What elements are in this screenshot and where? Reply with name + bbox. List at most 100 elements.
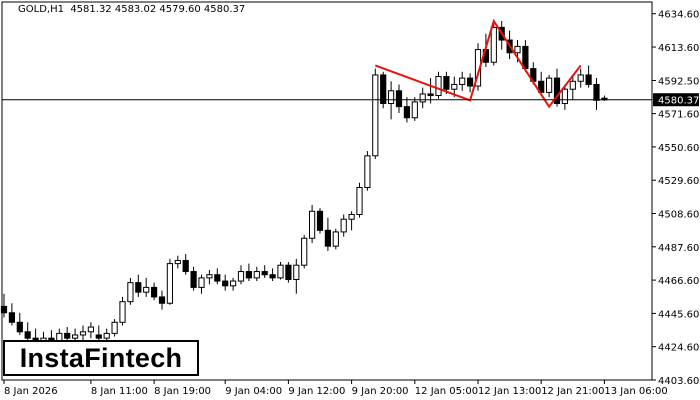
candle	[285, 262, 292, 283]
candle-body	[332, 231, 339, 247]
candle-body	[253, 271, 260, 279]
candle-body	[546, 77, 553, 93]
candle-body	[206, 274, 213, 279]
candle-body	[324, 229, 331, 247]
candle	[119, 296, 126, 326]
candle	[24, 322, 31, 342]
candle-body	[459, 77, 466, 85]
logo-text: InstaFintech	[19, 342, 183, 373]
candle	[380, 71, 387, 109]
candle-body	[372, 74, 379, 157]
candle-body	[64, 332, 71, 339]
y-tick-label: 4403.60	[658, 376, 699, 387]
candle	[182, 254, 189, 275]
candle-body	[222, 280, 229, 287]
y-tick-label: 4613.60	[658, 43, 699, 54]
candle-body	[95, 334, 102, 339]
candle	[214, 268, 221, 285]
candle-body	[143, 286, 150, 293]
candle-body	[403, 106, 410, 119]
candle-body	[301, 237, 308, 266]
candle-body	[166, 263, 174, 304]
pattern-line	[374, 18, 582, 109]
candle	[585, 65, 592, 88]
candle-body	[269, 274, 276, 279]
candle	[356, 182, 363, 218]
candle-body	[119, 301, 126, 323]
candle-body	[522, 45, 529, 70]
candle	[16, 312, 23, 335]
candle-body	[174, 259, 181, 265]
candle	[127, 277, 134, 305]
candle	[309, 204, 316, 244]
candle	[411, 97, 418, 121]
x-tick-label: 9 Jan 12:00	[288, 386, 345, 397]
y-tick-label: 4529.60	[658, 176, 699, 187]
candle-body	[585, 74, 592, 85]
y-tick-label: 4508.60	[658, 210, 699, 221]
triple-top-pattern	[374, 18, 582, 109]
candle	[0, 293, 8, 318]
candle-body	[435, 76, 442, 97]
candle-body	[380, 74, 387, 104]
candle	[245, 263, 253, 282]
candle	[198, 274, 205, 294]
candle	[459, 71, 466, 91]
candle-body	[569, 80, 576, 90]
candle-body	[190, 271, 197, 288]
candle-body	[395, 90, 403, 108]
candle-body	[135, 282, 142, 293]
candle	[435, 71, 442, 99]
candle-body	[103, 332, 110, 339]
candle	[561, 84, 568, 110]
candle	[237, 265, 245, 285]
candle-body	[127, 282, 134, 303]
candle-body	[340, 218, 347, 233]
candle-body	[158, 296, 166, 304]
symbol-ohlc-header: GOLD,H1 4581.32 4583.02 4579.60 4580.37	[18, 4, 245, 15]
candles-layer	[0, 21, 608, 351]
y-axis: 4634.60 4613.60 4592.50 4571.60 4550.60 4529.…	[652, 10, 699, 387]
candle-body	[0, 305, 8, 314]
candle-body	[293, 264, 300, 280]
x-tick-label: 12 Jan 21:00	[541, 386, 604, 397]
y-tick-label: 4571.60	[658, 110, 699, 121]
price-tag-label: 4580.37	[658, 96, 699, 107]
candle-body	[388, 90, 395, 104]
candle-body	[198, 277, 205, 288]
candle	[395, 84, 403, 113]
candle	[269, 268, 276, 282]
y-tick-label: 4424.60	[658, 343, 699, 354]
candle-body	[538, 80, 545, 93]
x-tick-label: 12 Jan 05:00	[415, 386, 478, 397]
candle-body	[237, 271, 245, 282]
candle-body	[490, 26, 497, 63]
y-tick-label: 4592.50	[658, 76, 699, 87]
candle-body	[214, 274, 221, 282]
candle	[546, 74, 553, 98]
candle	[253, 266, 260, 282]
candle	[293, 258, 300, 294]
candle	[316, 208, 324, 234]
candle	[324, 217, 331, 251]
candle-body	[411, 101, 418, 119]
candle	[403, 97, 410, 123]
candle-body	[151, 286, 158, 298]
candle	[553, 68, 561, 107]
candle	[301, 235, 308, 269]
candle-body	[451, 83, 458, 90]
candle	[332, 228, 339, 250]
candle	[143, 277, 150, 297]
ohlc-values: 4581.32 4583.02 4579.60 4580.37	[70, 4, 246, 15]
instafintech-logo: InstaFintech	[3, 340, 199, 376]
candle	[593, 78, 600, 110]
x-tick-label: 9 Jan 04:00	[225, 386, 282, 397]
candle	[443, 71, 450, 94]
candle	[277, 262, 284, 280]
y-tick-label: 4445.60	[658, 309, 699, 320]
candle	[87, 322, 95, 339]
candle	[419, 87, 426, 109]
plot-frame	[1, 1, 653, 381]
x-tick-label: 8 Jan 2026	[4, 386, 58, 397]
